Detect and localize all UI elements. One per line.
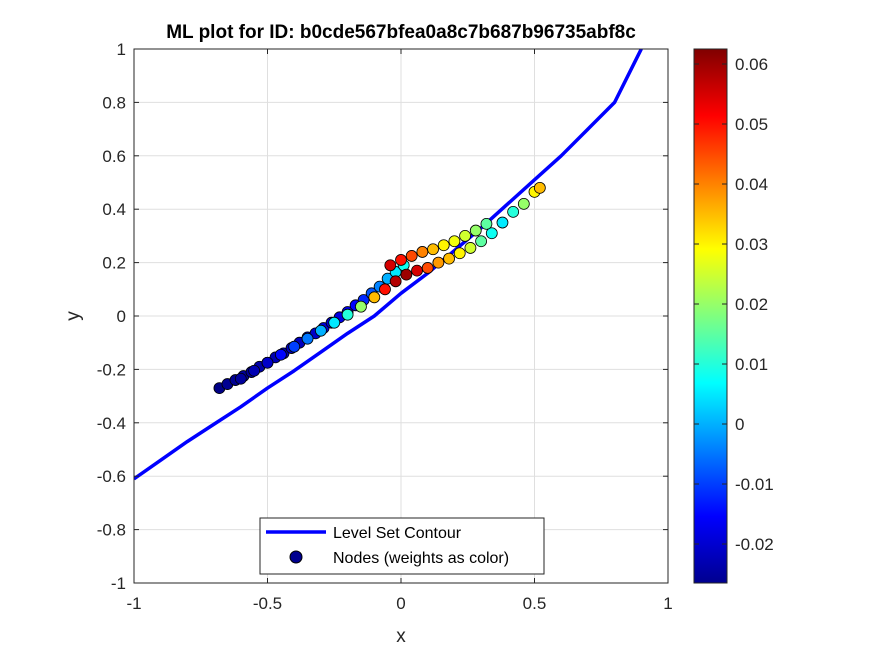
x-tick-label: 0 [396, 594, 405, 613]
node-point [464, 242, 477, 254]
colorbar-tick-label: -0.02 [735, 535, 774, 554]
colorbar-tick-label: 0.02 [735, 295, 768, 314]
legend-box [259, 517, 545, 575]
node-point [459, 229, 471, 242]
grid [133, 48, 669, 584]
legend-nodes-label: Nodes (weights as color) [333, 550, 509, 567]
colorbar-gradient [693, 48, 728, 584]
data-layer [134, 49, 643, 481]
y-tick-label: -1 [111, 574, 126, 593]
axis-ticks: -1 -0.5 0 0.5 1 -1 -0.8 -0.6 -0.4 -0.2 0 0.2 0.4 0.6 0… [97, 40, 673, 613]
colorbar-tick-label: 0 [735, 415, 744, 434]
y-tick-label: 0.2 [102, 254, 126, 273]
colorbar-tick-label: 0.01 [735, 355, 768, 374]
node-point [427, 243, 439, 256]
y-axis-label: y [63, 311, 84, 321]
node-point [355, 300, 367, 313]
node-point [314, 324, 327, 337]
legend-contour-label: Level Set Contour [333, 525, 462, 542]
colorbar-tick-label: 0.04 [735, 175, 768, 194]
y-tick-label: -0.2 [97, 360, 126, 379]
node-point [443, 252, 455, 265]
colorbar-tick-label: -0.01 [735, 475, 774, 494]
legend: Level Set Contour Nodes (weights as colo… [259, 517, 545, 575]
node-point [517, 197, 530, 210]
x-tick-label: 0.5 [523, 594, 547, 613]
y-tick-label: 0 [117, 307, 126, 326]
node-point [261, 356, 274, 369]
node-point [301, 332, 314, 345]
colorbar: -0.02 -0.01 0 0.01 0.02 0.03 0.04 0.05 0.06 [693, 48, 774, 584]
node-point [248, 364, 261, 377]
colorbar-tick-label: 0.05 [735, 115, 768, 134]
node-point [328, 316, 341, 329]
colorbar-ticks: -0.02 -0.01 0 0.01 0.02 0.03 0.04 0.05 0.06 [694, 55, 774, 554]
x-tick-label: -1 [126, 594, 141, 613]
node-point [485, 227, 498, 240]
node-point [400, 268, 413, 281]
chart-title: ML plot for ID: b0cde567bfea0a8c7b687b96… [166, 22, 636, 43]
x-tick-label: 1 [663, 594, 672, 613]
y-tick-label: 1 [117, 40, 126, 59]
node-point [448, 235, 461, 248]
node-point [475, 235, 488, 248]
node-point [411, 264, 423, 277]
node-point [507, 205, 520, 218]
node-point [368, 291, 381, 304]
y-tick-label: 0.4 [102, 200, 126, 219]
node-point [405, 250, 418, 262]
legend-nodes-swatch [289, 550, 303, 564]
level-set-contour-line [134, 49, 643, 481]
node-point [416, 246, 429, 258]
x-tick-label: -0.5 [253, 594, 282, 613]
node-point [341, 308, 354, 321]
node-point [453, 247, 466, 260]
x-axis-label: x [396, 626, 406, 647]
colorbar-tick-label: 0.03 [735, 235, 768, 254]
node-point [469, 224, 482, 237]
node-point [395, 254, 407, 266]
node-point [533, 181, 546, 194]
node-point [288, 340, 301, 353]
y-tick-label: 0.8 [102, 93, 126, 112]
node-point [274, 348, 287, 361]
node-point [234, 372, 247, 385]
y-tick-label: 0.6 [102, 147, 126, 166]
y-tick-label: -0.4 [97, 414, 126, 433]
node-point [480, 217, 493, 230]
y-tick-label: -0.8 [97, 521, 126, 540]
colorbar-tick-label: 0.06 [735, 55, 768, 74]
node-point [389, 275, 402, 288]
node-point [384, 259, 397, 272]
y-tick-label: -0.6 [97, 467, 126, 486]
node-point [432, 256, 445, 269]
node-point [437, 239, 450, 252]
node-point [379, 283, 391, 296]
node-point [421, 262, 434, 274]
node-point [496, 216, 509, 229]
